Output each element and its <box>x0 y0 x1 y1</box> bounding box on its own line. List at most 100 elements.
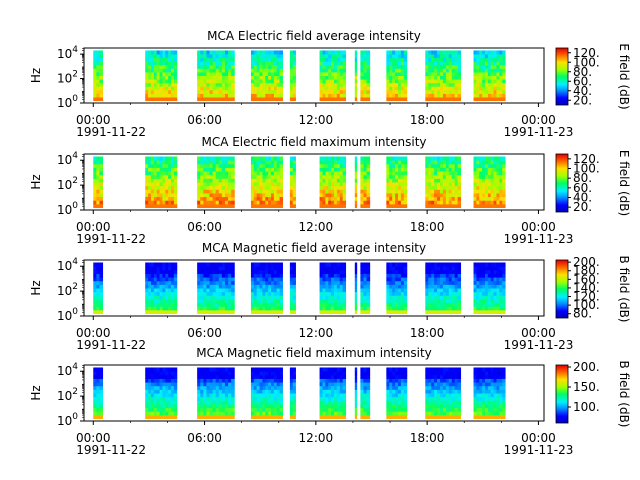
spectrogram-cell <box>392 411 396 416</box>
spectrogram-cell <box>218 82 223 87</box>
spectrogram-cell <box>224 306 229 311</box>
spectrogram-cell <box>328 61 332 66</box>
spectrogram-cell <box>268 295 272 300</box>
spectrogram-cell <box>476 50 480 55</box>
spectrogram-cell <box>328 269 332 274</box>
spectrogram-cell <box>279 178 283 183</box>
spectrogram-cell <box>448 171 453 176</box>
spectrogram-cell <box>212 302 217 307</box>
spectrogram-cell <box>276 382 281 387</box>
spectrogram-cell <box>259 367 263 372</box>
spectrogram-cell <box>96 273 100 278</box>
spectrogram-cell <box>200 284 204 289</box>
spectrogram-cell <box>434 400 438 405</box>
spectrogram-cell <box>366 71 371 76</box>
spectrogram-cell <box>289 171 294 176</box>
spectrogram-cell <box>224 277 229 282</box>
spectrogram-cell <box>268 200 272 205</box>
spectrogram-cell <box>145 378 149 383</box>
spectrogram-cell <box>218 185 223 190</box>
spectrogram-cell <box>206 82 211 87</box>
spectrogram-cell <box>428 178 432 183</box>
spectrogram-cell <box>224 189 229 194</box>
spectrogram-cell <box>342 302 347 307</box>
spectrogram-cell <box>400 291 405 296</box>
spectrogram-cell <box>203 378 207 383</box>
spectrogram-cell <box>434 396 438 401</box>
spectrogram-cell <box>325 288 329 293</box>
spectrogram-cell <box>439 277 444 282</box>
spectrogram-cell <box>496 54 500 59</box>
spectrogram-cell <box>206 403 211 409</box>
spectrogram-cell <box>212 203 217 209</box>
spectrogram-cell <box>439 280 444 285</box>
spectrogram-cell <box>156 89 161 94</box>
spectrogram-cell <box>221 403 226 409</box>
spectrogram-cell <box>271 86 275 91</box>
spectrogram-cell <box>271 298 275 304</box>
spectrogram-cell <box>403 400 408 405</box>
spectrogram-cell <box>342 163 347 168</box>
spectrogram-cell <box>389 89 393 94</box>
spectrogram-cell <box>168 75 172 80</box>
spectrogram-cell <box>279 61 283 66</box>
spectrogram-cell <box>328 82 332 87</box>
spectrogram-cell <box>156 61 161 66</box>
spectrogram-cell <box>224 273 229 278</box>
spectrogram-cell <box>145 284 149 289</box>
spectrogram-cell <box>250 189 255 194</box>
spectrogram-cell <box>319 309 323 315</box>
spectrogram-cell <box>428 277 432 282</box>
spectrogram-cell <box>173 167 178 172</box>
spectrogram-cell <box>400 93 405 98</box>
spectrogram-cell <box>231 96 235 102</box>
spectrogram-cell <box>218 367 223 372</box>
spectrogram-cell <box>360 50 364 55</box>
spectrogram-cell <box>490 385 495 390</box>
spectrogram-cell <box>273 277 278 282</box>
spectrogram-cell <box>392 178 396 183</box>
spectrogram-cell <box>476 382 480 387</box>
spectrogram-cell <box>398 262 402 267</box>
spectrogram-cell <box>386 192 390 198</box>
spectrogram-cell <box>437 374 441 379</box>
spectrogram-cell <box>292 284 296 289</box>
spectrogram-cell <box>333 64 338 69</box>
spectrogram-cell <box>457 374 462 379</box>
spectrogram-cell <box>224 400 229 405</box>
spectrogram-cell <box>228 269 232 274</box>
colorbar-tick-label: 100. <box>573 55 600 69</box>
spectrogram-cell <box>322 374 326 379</box>
spectrogram-cell <box>197 196 201 201</box>
spectrogram-cell <box>425 174 429 179</box>
spectrogram-cell <box>389 185 393 190</box>
spectrogram-cell <box>168 374 172 379</box>
spectrogram-cell <box>271 68 275 73</box>
spectrogram-cell <box>448 385 453 390</box>
spectrogram-cell <box>448 393 453 398</box>
spectrogram-cell <box>473 93 477 98</box>
spectrogram-cell <box>439 82 444 87</box>
spectrogram-cell <box>99 200 104 205</box>
spectrogram-cell <box>171 277 175 282</box>
spectrogram-cell <box>496 309 500 315</box>
spectrogram-cell <box>224 393 229 398</box>
spectrogram-cell <box>145 266 149 271</box>
spectrogram-cell <box>279 174 283 179</box>
spectrogram-cell <box>209 156 214 161</box>
spectrogram-cell <box>289 403 294 409</box>
spectrogram-cell <box>165 93 169 98</box>
spectrogram-cell <box>256 189 261 194</box>
spectrogram-cell <box>221 269 226 274</box>
spectrogram-cell <box>434 171 438 176</box>
spectrogram-cell <box>173 200 178 205</box>
spectrogram-cell <box>200 374 204 379</box>
spectrogram-cell <box>457 378 462 383</box>
spectrogram-cell <box>276 86 281 91</box>
spectrogram-cell <box>496 371 500 376</box>
spectrogram-cell <box>93 385 97 390</box>
spectrogram-cell <box>206 54 211 59</box>
spectrogram-cell <box>386 400 390 405</box>
spectrogram-cell <box>389 163 393 168</box>
spectrogram-cell <box>336 89 341 94</box>
